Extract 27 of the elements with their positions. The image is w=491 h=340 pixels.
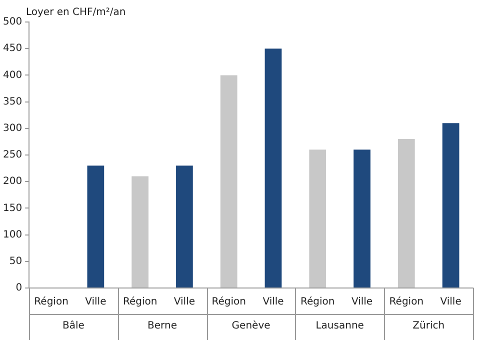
- y-tick-label: 300: [2, 122, 22, 134]
- y-axis-title: Loyer en CHF/m²/an: [26, 7, 126, 18]
- y-tick-label: 250: [2, 150, 22, 161]
- series-label: Ville: [85, 296, 106, 308]
- y-tick-label: 200: [2, 176, 22, 188]
- text: Ville: [262, 296, 284, 308]
- x-tick-label: Lausanne: [316, 320, 364, 332]
- y-tick-label: 50: [9, 256, 22, 267]
- x-tick-label: Zürich: [412, 320, 445, 332]
- text: Région: [34, 296, 68, 308]
- y-tick-label: 0: [16, 282, 22, 294]
- y-tick-label: 150: [2, 202, 22, 214]
- y-tick-label: 400: [2, 70, 22, 81]
- series-label: Région: [389, 296, 424, 308]
- x-tick-label: Genève: [232, 320, 270, 332]
- x-tick-label: Berne: [148, 320, 177, 332]
- text: Ville: [351, 296, 373, 308]
- text: Région: [212, 296, 246, 308]
- text: Région: [122, 296, 158, 308]
- text: Région: [300, 296, 335, 308]
- x-tick-label: Bâle: [62, 320, 84, 332]
- y-tick-label: 450: [2, 43, 22, 54]
- text: Ville: [440, 296, 462, 308]
- text: Ville: [174, 296, 196, 308]
- y-tick-label: 500: [2, 16, 22, 28]
- y-tick-label: 350: [2, 96, 22, 108]
- y-tick-label: 100: [2, 229, 22, 240]
